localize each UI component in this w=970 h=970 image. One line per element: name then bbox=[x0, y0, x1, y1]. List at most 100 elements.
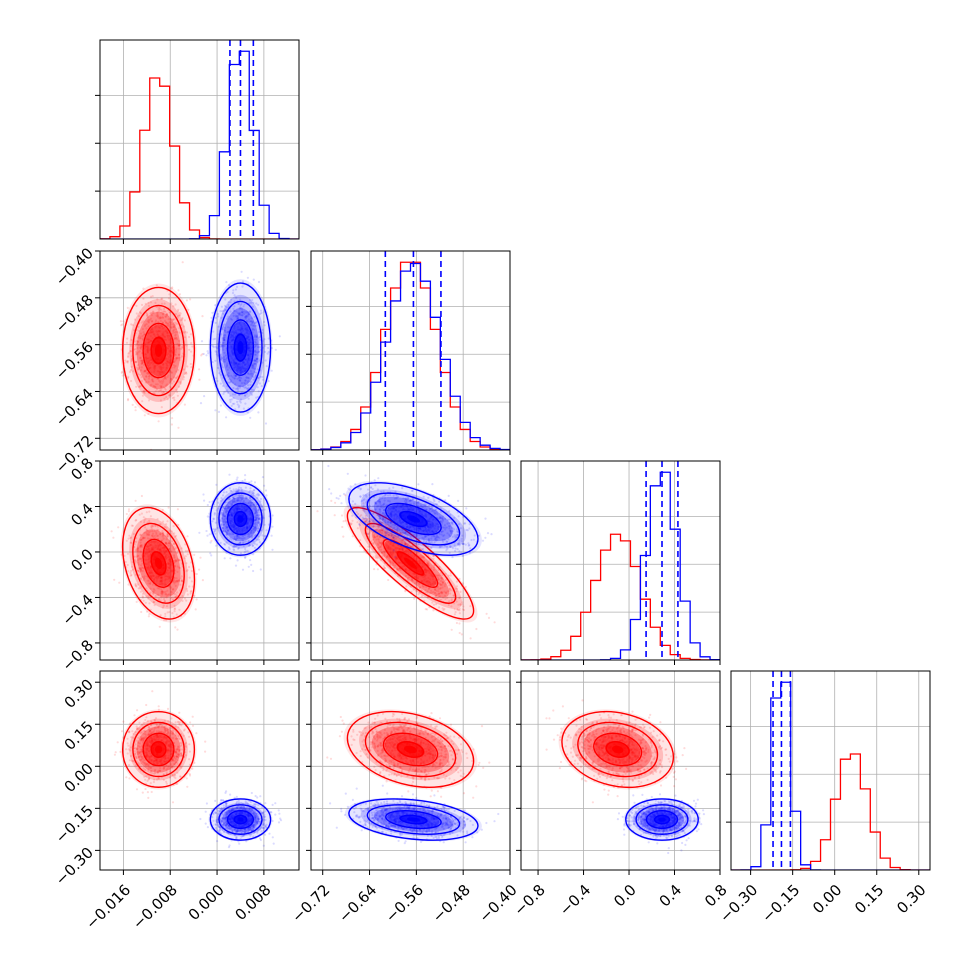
scatter-point bbox=[165, 321, 168, 324]
scatter-point bbox=[166, 398, 169, 401]
scatter-point bbox=[135, 600, 138, 604]
scatter-point bbox=[154, 364, 157, 367]
scatter-point bbox=[149, 361, 152, 364]
scatter-point bbox=[271, 548, 274, 551]
scatter-point bbox=[140, 610, 143, 614]
scatter-point bbox=[130, 379, 133, 383]
scatter-point bbox=[146, 357, 149, 360]
scatter-point bbox=[158, 372, 161, 375]
scatter-point bbox=[141, 328, 144, 331]
scatter-point bbox=[148, 359, 151, 362]
scatter-point bbox=[162, 390, 165, 394]
scatter-point bbox=[166, 313, 169, 317]
scatter-point bbox=[178, 385, 181, 388]
scatter-point bbox=[134, 499, 137, 502]
scatter-point bbox=[177, 357, 180, 360]
scatter-point bbox=[148, 340, 151, 343]
scatter-point bbox=[249, 416, 252, 419]
scatter-point bbox=[140, 366, 143, 369]
scatter-point bbox=[174, 626, 177, 629]
scatter-point bbox=[151, 295, 154, 298]
scatter-point bbox=[173, 396, 176, 399]
scatter-point bbox=[160, 335, 163, 338]
scatter-point bbox=[154, 386, 157, 389]
scatter-point bbox=[146, 351, 149, 354]
scatter-point bbox=[138, 350, 141, 353]
scatter-point bbox=[179, 319, 182, 322]
scatter-point bbox=[127, 508, 131, 511]
scatter-point bbox=[210, 554, 213, 557]
scatter-point bbox=[126, 306, 129, 309]
scatter-point bbox=[206, 350, 209, 353]
scatter-point bbox=[171, 396, 174, 400]
scatter-point bbox=[186, 535, 189, 538]
scatter-point bbox=[147, 325, 150, 328]
scatter-point bbox=[330, 499, 333, 502]
scatter-point bbox=[180, 347, 183, 350]
scatter-point bbox=[146, 372, 149, 375]
scatter-point bbox=[141, 394, 144, 397]
scatter-point bbox=[127, 351, 130, 354]
scatter-point bbox=[182, 325, 185, 328]
scatter-point bbox=[250, 480, 253, 483]
scatter-point bbox=[447, 494, 450, 497]
scatter-point bbox=[147, 360, 150, 363]
scatter-point bbox=[139, 384, 142, 387]
scatter-point bbox=[147, 332, 150, 335]
scatter-point bbox=[149, 340, 152, 343]
scatter-point bbox=[198, 531, 201, 534]
scatter-point bbox=[162, 316, 165, 319]
scatter-point bbox=[168, 394, 171, 397]
scatter-point bbox=[270, 369, 273, 372]
scatter-point bbox=[165, 357, 168, 360]
scatter-point bbox=[147, 412, 150, 415]
scatter-point bbox=[122, 320, 125, 323]
scatter-point bbox=[120, 324, 123, 327]
scatter-point bbox=[139, 311, 142, 314]
scatter-point bbox=[450, 628, 453, 631]
scatter-point bbox=[150, 361, 153, 364]
scatter-point bbox=[140, 362, 143, 365]
scatter-point bbox=[143, 378, 146, 381]
scatter-point bbox=[152, 380, 155, 383]
scatter-point bbox=[163, 336, 167, 339]
scatter-point bbox=[162, 362, 165, 365]
scatter-point bbox=[169, 379, 172, 382]
scatter-point bbox=[200, 340, 204, 343]
scatter-point bbox=[348, 522, 351, 526]
scatter-point bbox=[165, 312, 168, 315]
scatter-point bbox=[169, 359, 172, 362]
scatter-point bbox=[145, 345, 149, 348]
scatter-point bbox=[120, 371, 123, 374]
scatter-point bbox=[181, 346, 184, 349]
scatter-point bbox=[172, 323, 175, 326]
scatter-point bbox=[278, 335, 281, 338]
scatter-point bbox=[168, 394, 171, 397]
scatter-point bbox=[135, 360, 138, 363]
scatter-point bbox=[126, 337, 129, 340]
scatter-point bbox=[137, 373, 140, 376]
scatter-point bbox=[153, 333, 156, 336]
scatter-point bbox=[161, 371, 164, 374]
scatter-point bbox=[168, 334, 171, 338]
scatter-point bbox=[135, 343, 139, 346]
scatter-point bbox=[130, 357, 134, 360]
scatter-point bbox=[135, 353, 138, 356]
scatter-point bbox=[174, 364, 177, 368]
scatter-point bbox=[162, 363, 165, 366]
scatter-point bbox=[143, 392, 146, 395]
scatter-point bbox=[167, 356, 170, 359]
scatter-point bbox=[162, 370, 166, 373]
scatter-point bbox=[144, 343, 147, 346]
scatter-point bbox=[203, 499, 206, 502]
histogram-panel-1 bbox=[306, 250, 511, 455]
scatter-point bbox=[175, 337, 178, 340]
scatter-point bbox=[189, 362, 192, 366]
scatter-point bbox=[163, 310, 166, 313]
scatter-point bbox=[157, 320, 160, 324]
scatter-point bbox=[175, 377, 178, 380]
scatter-point bbox=[175, 347, 178, 350]
scatter-point bbox=[163, 377, 166, 380]
scatter-point bbox=[147, 301, 150, 304]
scatter-point bbox=[166, 364, 169, 367]
